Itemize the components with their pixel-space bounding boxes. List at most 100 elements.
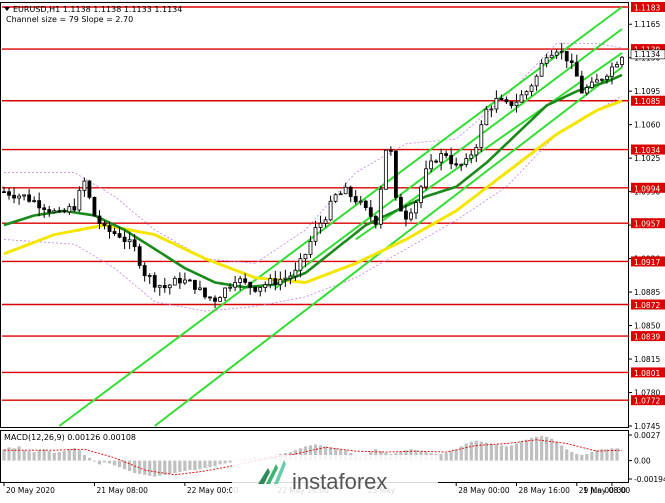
macd-bar: [540, 435, 544, 461]
candle-body: [363, 200, 368, 209]
macd-tick-label: 0.00: [634, 457, 651, 466]
macd-bar: [208, 460, 212, 468]
candle-body: [198, 287, 202, 290]
candle-body: [268, 278, 273, 286]
candle-body: [544, 57, 549, 64]
candle-body: [378, 188, 383, 225]
macd-bar: [600, 449, 604, 461]
level-box-label: 1.0839: [634, 333, 660, 342]
candle-body: [504, 99, 509, 103]
macd-bar: [524, 439, 529, 461]
candle-body: [589, 81, 594, 88]
candle-body: [32, 200, 37, 203]
level-box-label: 1.0772: [634, 397, 660, 406]
macd-bar: [12, 448, 16, 461]
candle-body: [298, 258, 303, 271]
candle-body: [92, 196, 97, 217]
price-tick-label: 1.1095: [634, 87, 660, 96]
level-box: [631, 2, 665, 12]
macd-bar: [313, 444, 318, 461]
macd-bar: [585, 453, 589, 461]
candle-body: [594, 79, 599, 83]
candle-body: [12, 194, 16, 199]
macd-bar: [198, 460, 202, 470]
candle-body: [188, 279, 192, 282]
macd-bar: [514, 443, 519, 461]
price-tick-label: 1.0885: [634, 288, 660, 297]
candle-body: [358, 200, 363, 203]
candle-body: [348, 186, 353, 197]
macd-bar: [529, 437, 534, 461]
level-labels: 1.11831.11391.10851.10341.09941.09571.09…: [630, 2, 665, 406]
macd-bar: [570, 452, 574, 461]
macd-bar: [374, 449, 378, 461]
candle-body: [610, 66, 614, 77]
macd-bar: [112, 460, 117, 466]
macd-bar: [17, 446, 21, 461]
macd-bar: [117, 460, 122, 468]
candle-body: [62, 210, 67, 213]
candle-body: [484, 108, 489, 126]
candle-body: [600, 78, 604, 81]
macd-bar: [610, 448, 614, 461]
candle-body: [394, 150, 398, 198]
candle-body: [112, 231, 117, 234]
candle-body: [243, 278, 248, 283]
candle-body: [529, 85, 534, 92]
macd-label: MACD(12,26,9) 0.00126 0.00108: [4, 433, 136, 442]
candle-body: [539, 62, 544, 77]
dropdown-triangle-icon[interactable]: [4, 7, 10, 11]
level-box-label: 1.1183: [634, 4, 660, 13]
macd-bar: [77, 450, 81, 461]
macd-bar: [479, 441, 483, 461]
macd-bar: [534, 436, 539, 461]
candle-body: [434, 160, 438, 163]
candle-body: [57, 210, 62, 213]
candle-body: [278, 278, 283, 285]
candle-body: [449, 155, 454, 165]
macd-bar: [32, 452, 36, 461]
macd-bar: [193, 460, 197, 471]
candle-body: [248, 281, 253, 288]
macd-bar: [550, 438, 554, 461]
macd-bar: [158, 460, 162, 476]
macd-bar: [168, 460, 172, 474]
level-box: [631, 182, 665, 193]
candle-body: [474, 146, 479, 156]
candle-body: [409, 212, 413, 220]
macd-bar: [454, 449, 458, 461]
macd-bar: [439, 453, 443, 461]
macd-bar: [469, 441, 473, 461]
macd-bar: [122, 460, 127, 470]
macd-bar: [107, 460, 112, 464]
macd-bar: [489, 443, 493, 461]
macd-bar: [173, 460, 177, 473]
level-box-label: 1.0872: [634, 301, 660, 310]
price-tick-label: 1.0745: [634, 422, 660, 431]
candle-body: [97, 215, 102, 224]
candle-body: [208, 296, 212, 299]
candle-body: [72, 206, 77, 211]
candle-body: [238, 278, 243, 283]
candle-body: [82, 180, 87, 191]
time-tick-label: 20 May 2020: [6, 486, 55, 495]
candle-body: [107, 225, 112, 232]
price-tick-label: 1.1165: [634, 20, 660, 29]
macd-bar: [605, 449, 609, 461]
macd-bar: [484, 442, 488, 461]
candle-body: [223, 287, 227, 298]
macd-bar: [57, 452, 61, 461]
candle-body: [172, 277, 177, 286]
candle-body: [333, 194, 338, 202]
candle-body: [213, 297, 217, 302]
candle-body: [388, 149, 393, 152]
bollinger-bands: [3, 43, 623, 312]
level-box-label: 1.1034: [634, 146, 660, 155]
level-box: [631, 331, 665, 342]
channel-line-1: [58, 6, 623, 427]
candle-body: [77, 189, 82, 211]
macd-bar: [519, 441, 524, 461]
macd-bar: [163, 460, 167, 475]
